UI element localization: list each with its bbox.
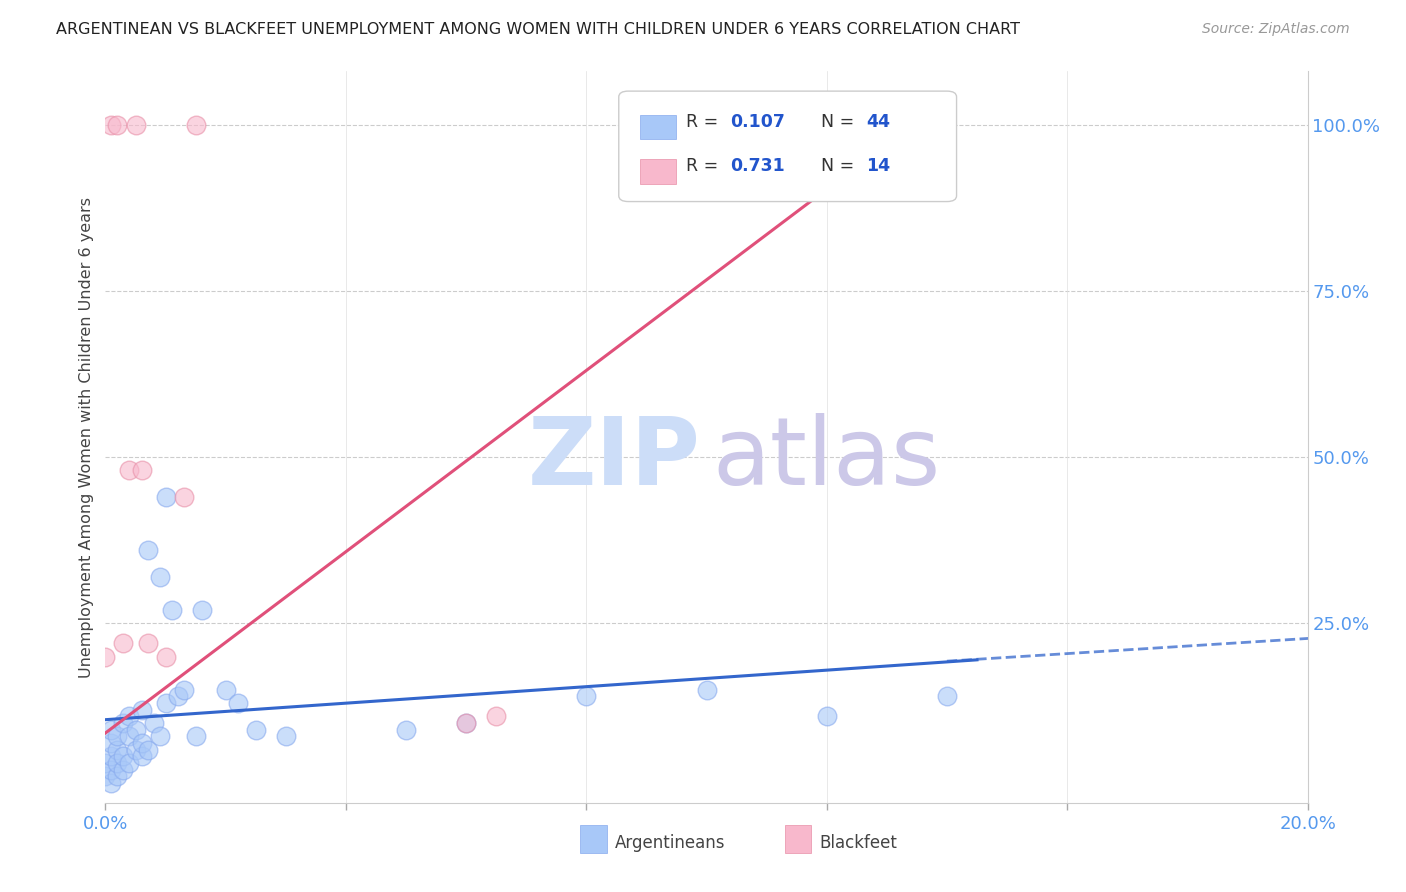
Point [107, 118, 129, 132]
Point [936, 690, 959, 704]
Point [131, 749, 153, 764]
Point [100, 763, 122, 777]
Point [160, 603, 183, 617]
Point [395, 723, 418, 737]
Point [118, 709, 141, 723]
Point [112, 636, 135, 650]
Point [94, 769, 117, 783]
Point [136, 543, 159, 558]
Point [876, 118, 898, 132]
Text: R =: R = [686, 112, 718, 131]
Point [184, 729, 207, 743]
Point [166, 690, 188, 704]
Point [155, 649, 177, 664]
Text: 44: 44 [866, 112, 890, 131]
Point [173, 490, 195, 504]
Y-axis label: Unemployment Among Women with Children Under 6 years: Unemployment Among Women with Children U… [79, 196, 94, 678]
Point [118, 463, 141, 477]
Point [124, 118, 146, 132]
Point [107, 742, 129, 756]
Point [94, 649, 117, 664]
Point [118, 729, 141, 743]
FancyBboxPatch shape [785, 825, 811, 853]
Point [100, 118, 122, 132]
Point [815, 709, 838, 723]
Point [485, 709, 508, 723]
Text: N =: N = [821, 158, 853, 176]
Point [100, 776, 122, 790]
Point [184, 118, 207, 132]
Point [100, 723, 122, 737]
Point [148, 729, 170, 743]
Point [112, 749, 135, 764]
Text: 14: 14 [866, 158, 890, 176]
Point [696, 682, 718, 697]
Point [274, 729, 297, 743]
Point [124, 723, 146, 737]
FancyBboxPatch shape [581, 825, 607, 853]
Point [214, 682, 236, 697]
Text: Argentineans: Argentineans [616, 834, 725, 852]
Text: Source: ZipAtlas.com: Source: ZipAtlas.com [1202, 22, 1350, 37]
Text: atlas: atlas [713, 413, 941, 505]
Point [173, 682, 195, 697]
Point [94, 756, 117, 770]
Point [112, 716, 135, 731]
Text: N =: N = [821, 112, 853, 131]
Text: ARGENTINEAN VS BLACKFEET UNEMPLOYMENT AMONG WOMEN WITH CHILDREN UNDER 6 YEARS CO: ARGENTINEAN VS BLACKFEET UNEMPLOYMENT AM… [56, 22, 1021, 37]
Point [112, 763, 135, 777]
Point [118, 756, 141, 770]
Point [107, 729, 129, 743]
Point [155, 696, 177, 710]
Text: R =: R = [686, 158, 718, 176]
FancyBboxPatch shape [619, 91, 956, 202]
Point [107, 769, 129, 783]
Point [142, 716, 165, 731]
Point [100, 749, 122, 764]
Point [575, 690, 598, 704]
FancyBboxPatch shape [640, 114, 676, 139]
Text: 0.107: 0.107 [731, 112, 786, 131]
Point [148, 570, 170, 584]
Text: 0.731: 0.731 [731, 158, 786, 176]
Point [124, 742, 146, 756]
Point [454, 716, 477, 731]
Point [100, 736, 122, 750]
Point [131, 463, 153, 477]
Text: Blackfeet: Blackfeet [820, 834, 897, 852]
FancyBboxPatch shape [640, 159, 676, 184]
Point [155, 490, 177, 504]
Point [107, 756, 129, 770]
Point [136, 636, 159, 650]
Point [131, 736, 153, 750]
Point [136, 742, 159, 756]
Point [245, 723, 267, 737]
Point [226, 696, 249, 710]
Point [131, 703, 153, 717]
Text: ZIP: ZIP [527, 413, 700, 505]
Point [454, 716, 477, 731]
Point [190, 603, 212, 617]
